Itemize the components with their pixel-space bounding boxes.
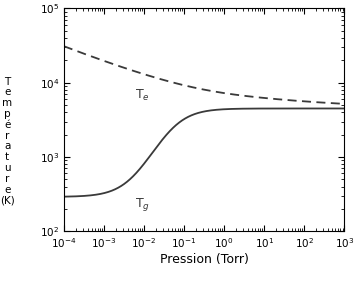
Text: T$_e$: T$_e$ bbox=[135, 88, 150, 103]
X-axis label: Pression (Torr): Pression (Torr) bbox=[160, 253, 248, 266]
Text: T$_g$: T$_g$ bbox=[135, 196, 150, 213]
Text: T
e
m
p
é
r
a
t
u
r
e
(K): T e m p é r a t u r e (K) bbox=[0, 77, 15, 205]
